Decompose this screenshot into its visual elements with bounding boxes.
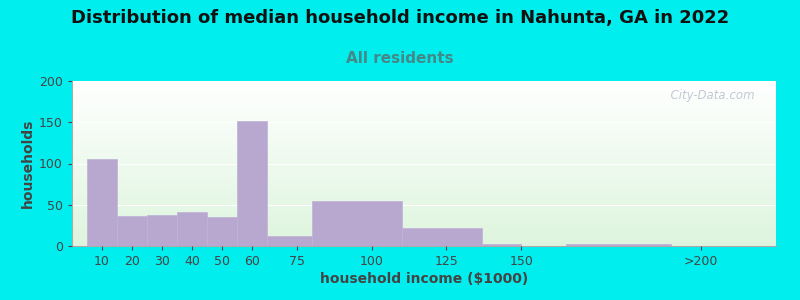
Bar <box>207 217 237 246</box>
Bar <box>117 216 147 246</box>
Text: Distribution of median household income in Nahunta, GA in 2022: Distribution of median household income … <box>71 9 729 27</box>
Bar <box>87 159 117 246</box>
Bar <box>402 228 482 246</box>
Bar <box>147 215 177 246</box>
Bar <box>312 201 402 246</box>
Bar <box>266 236 312 246</box>
Bar <box>566 244 671 246</box>
Y-axis label: households: households <box>21 119 35 208</box>
Bar <box>482 244 522 246</box>
Bar <box>177 212 207 246</box>
X-axis label: household income ($1000): household income ($1000) <box>320 272 528 286</box>
Text: City-Data.com: City-Data.com <box>663 89 755 102</box>
Text: All residents: All residents <box>346 51 454 66</box>
Bar <box>237 121 266 246</box>
